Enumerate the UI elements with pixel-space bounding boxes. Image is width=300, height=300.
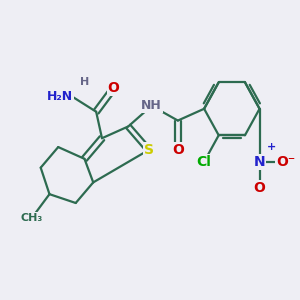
Text: O: O — [172, 143, 184, 157]
Text: Cl: Cl — [197, 155, 212, 169]
Text: CH₃: CH₃ — [21, 213, 43, 223]
Text: N: N — [254, 155, 266, 169]
Text: O⁻: O⁻ — [276, 155, 296, 169]
Text: O: O — [108, 81, 120, 95]
Text: O: O — [254, 181, 266, 195]
Text: H: H — [80, 77, 89, 87]
Text: +: + — [267, 142, 276, 152]
Text: NH: NH — [141, 99, 162, 112]
Text: H₂N: H₂N — [47, 91, 73, 103]
Text: S: S — [144, 143, 154, 157]
